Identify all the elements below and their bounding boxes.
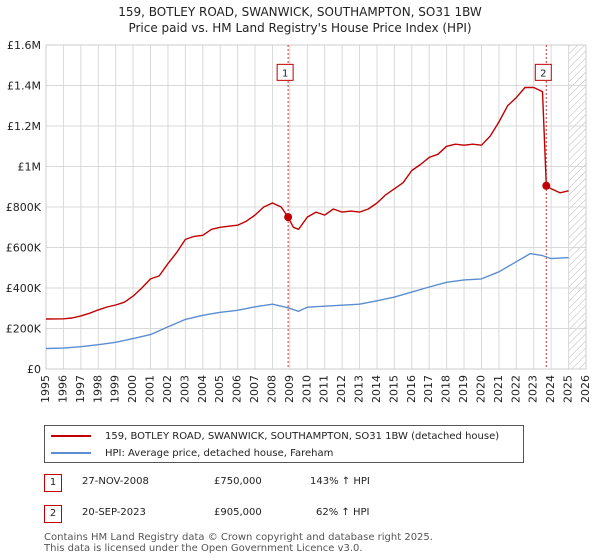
price-chart: £0 £200K £400K £600K £800K £1M £1.2M £1.4M £1.6M… — [6, 39, 592, 403]
x-tick-label: 2019 — [457, 375, 470, 403]
x-tick-label: 2023 — [527, 375, 540, 403]
x-tick-label: 1995 — [39, 375, 52, 403]
chart-subtitle: Price paid vs. HM Land Registry's House … — [128, 21, 472, 35]
y-tick-label: £1.6M — [7, 39, 41, 52]
transaction-hpi: 62% ↑ HPI — [316, 507, 370, 518]
x-tick-label: 2000 — [126, 375, 139, 403]
x-tick-label: 2006 — [231, 375, 244, 403]
x-tick-label: 2007 — [248, 375, 261, 403]
legend-label-property: 159, BOTLEY ROAD, SWANWICK, SOUTHAMPTON,… — [105, 430, 500, 442]
x-tick-label: 2012 — [335, 375, 348, 403]
transaction-number: 2 — [44, 505, 62, 523]
property-price-line — [45, 86, 569, 320]
x-tick-label: 2025 — [562, 375, 575, 403]
x-tick-label: 2013 — [353, 375, 366, 403]
x-tick-label: 2015 — [387, 375, 400, 403]
x-tick-label: 2009 — [283, 375, 296, 403]
transaction-price: £905,000 — [214, 507, 262, 518]
x-tick-label: 2021 — [492, 375, 505, 403]
y-tick-label: £600K — [6, 242, 42, 255]
footer: Contains HM Land Registry data © Crown c… — [44, 532, 433, 554]
sale-point — [284, 213, 293, 222]
x-tick-label: 1996 — [56, 375, 69, 403]
transaction-date: 27-NOV-2008 — [82, 476, 149, 487]
footer-copyright: Contains HM Land Registry data © Crown c… — [44, 532, 433, 543]
x-tick-label: 1998 — [91, 375, 104, 403]
y-tick-label: £0 — [27, 363, 41, 376]
x-tick-label: 1997 — [74, 375, 87, 403]
x-tick-label: 2017 — [422, 375, 435, 403]
marker-box — [534, 63, 552, 81]
x-tick-label: 2016 — [405, 375, 418, 403]
legend-swatch-property — [51, 435, 91, 437]
x-tick-label: 2008 — [265, 375, 278, 403]
marker-label: 2 — [540, 68, 546, 79]
x-tick-label: 2010 — [300, 375, 313, 403]
x-tick-label: 2005 — [213, 375, 226, 403]
y-tick-label: £1M — [18, 161, 42, 174]
x-tick-label: 2004 — [196, 375, 209, 403]
legend-item-hpi: HPI: Average price, detached house, Fare… — [51, 445, 333, 461]
legend: 159, BOTLEY ROAD, SWANWICK, SOUTHAMPTON,… — [44, 425, 524, 463]
x-tick-label: 2024 — [544, 375, 557, 403]
x-tick-label: 2022 — [509, 375, 522, 403]
plot-border — [45, 44, 587, 370]
x-tick-label: 2001 — [144, 375, 157, 403]
x-tick-label: 2026 — [579, 375, 592, 403]
y-tick-label: £1.2M — [7, 120, 41, 133]
legend-swatch-hpi — [51, 452, 91, 454]
x-tick-label: 2003 — [178, 375, 191, 403]
transaction-number: 1 — [44, 474, 62, 492]
x-tick-label: 2018 — [440, 375, 453, 403]
transaction-price: £750,000 — [214, 476, 262, 487]
sale-point — [542, 181, 551, 190]
hpi-line — [45, 252, 569, 350]
x-tick-label: 2014 — [370, 375, 383, 403]
x-tick-label: 2011 — [318, 375, 331, 403]
x-tick-label: 2020 — [474, 375, 487, 403]
marker-box — [276, 63, 294, 81]
legend-label-hpi: HPI: Average price, detached house, Fare… — [105, 447, 334, 459]
footer-licence: This data is licensed under the Open Gov… — [44, 543, 363, 554]
transaction-date: 20-SEP-2023 — [82, 507, 146, 518]
y-tick-label: £200K — [6, 323, 42, 336]
chart-title: 159, BOTLEY ROAD, SWANWICK, SOUTHAMPTON,… — [118, 5, 482, 19]
x-tick-label: 1999 — [109, 375, 122, 403]
x-tick-label: 2002 — [161, 375, 174, 403]
y-tick-label: £1.4M — [7, 80, 41, 93]
marker-label: 1 — [282, 68, 288, 79]
transaction-hpi: 143% ↑ HPI — [310, 476, 370, 487]
y-tick-label: £400K — [6, 282, 42, 295]
y-tick-label: £800K — [6, 201, 42, 214]
legend-item-property: 159, BOTLEY ROAD, SWANWICK, SOUTHAMPTON,… — [51, 428, 499, 444]
